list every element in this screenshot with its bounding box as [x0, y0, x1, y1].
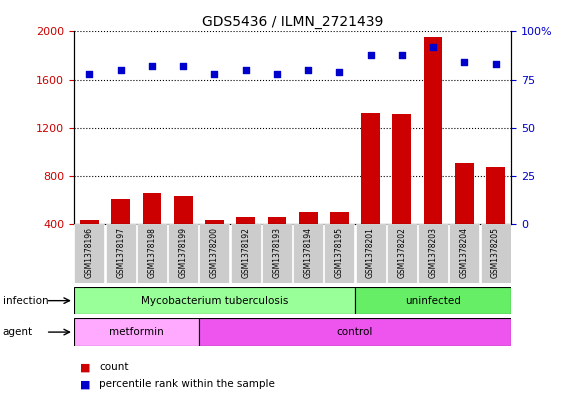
Bar — [106, 224, 136, 283]
Point — [210, 71, 219, 77]
Bar — [356, 224, 386, 283]
Bar — [268, 217, 286, 272]
Text: uninfected: uninfected — [405, 296, 461, 306]
Bar — [486, 167, 505, 272]
Bar — [392, 114, 411, 272]
Bar — [418, 224, 448, 283]
Point — [303, 67, 312, 73]
Bar — [293, 224, 323, 283]
Bar — [424, 37, 442, 272]
Text: GSM1378205: GSM1378205 — [491, 227, 500, 278]
Bar — [330, 212, 349, 272]
Text: agent: agent — [3, 327, 33, 337]
Point — [335, 69, 344, 75]
Point — [116, 67, 126, 73]
Bar — [481, 224, 511, 283]
Bar — [205, 220, 224, 272]
Point — [429, 44, 438, 50]
Text: GSM1378198: GSM1378198 — [148, 227, 156, 278]
Bar — [74, 287, 355, 314]
Text: GSM1378201: GSM1378201 — [366, 227, 375, 278]
Text: infection: infection — [3, 296, 48, 306]
Point — [178, 63, 187, 69]
Text: GSM1378196: GSM1378196 — [85, 227, 94, 278]
Point — [241, 67, 250, 73]
Bar — [231, 224, 261, 283]
Bar — [74, 224, 105, 283]
Text: GSM1378195: GSM1378195 — [335, 227, 344, 278]
Bar — [299, 212, 318, 272]
Bar — [111, 199, 130, 272]
Text: GSM1378203: GSM1378203 — [429, 227, 437, 278]
Point — [398, 51, 407, 58]
Text: ■: ■ — [80, 379, 90, 389]
Title: GDS5436 / ILMN_2721439: GDS5436 / ILMN_2721439 — [202, 15, 383, 29]
Point — [85, 71, 94, 77]
Text: GSM1378199: GSM1378199 — [179, 227, 187, 278]
Text: Mycobacterium tuberculosis: Mycobacterium tuberculosis — [141, 296, 288, 306]
Bar — [387, 224, 417, 283]
Text: control: control — [337, 327, 373, 337]
Bar — [262, 224, 292, 283]
Bar — [455, 163, 474, 272]
Text: percentile rank within the sample: percentile rank within the sample — [99, 379, 275, 389]
Bar — [355, 287, 511, 314]
Text: GSM1378200: GSM1378200 — [210, 227, 219, 278]
Bar — [143, 193, 161, 272]
Point — [491, 61, 500, 67]
Point — [366, 51, 375, 58]
Bar — [236, 217, 255, 272]
Bar — [449, 224, 479, 283]
Point — [273, 71, 282, 77]
Bar — [324, 224, 354, 283]
Bar — [80, 220, 99, 272]
Bar — [174, 196, 193, 272]
Text: GSM1378193: GSM1378193 — [273, 227, 281, 278]
Bar — [168, 224, 198, 283]
Text: metformin: metformin — [109, 327, 164, 337]
Text: count: count — [99, 362, 129, 373]
Bar — [199, 224, 229, 283]
Point — [148, 63, 157, 69]
Bar — [199, 318, 511, 346]
Text: GSM1378197: GSM1378197 — [116, 227, 125, 278]
Bar — [74, 318, 199, 346]
Bar — [137, 224, 167, 283]
Text: GSM1378194: GSM1378194 — [304, 227, 312, 278]
Text: GSM1378192: GSM1378192 — [241, 227, 250, 278]
Text: ■: ■ — [80, 362, 90, 373]
Point — [460, 59, 469, 65]
Bar — [361, 113, 380, 272]
Text: GSM1378202: GSM1378202 — [398, 227, 406, 278]
Text: GSM1378204: GSM1378204 — [460, 227, 469, 278]
